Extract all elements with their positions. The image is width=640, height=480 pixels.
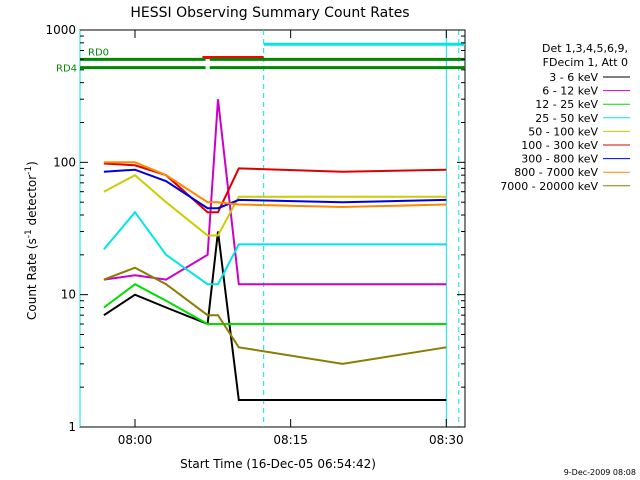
y-axis-label-post: ) xyxy=(25,161,39,166)
y-tick-label: 10 xyxy=(61,288,76,302)
chart-title: HESSI Observing Summary Count Rates xyxy=(130,5,409,21)
plot-frame xyxy=(79,29,466,428)
series-line xyxy=(103,173,447,237)
series-line xyxy=(103,231,447,401)
x-tick-label: 08:15 xyxy=(273,433,308,447)
x-tick-label: 08:00 xyxy=(118,433,153,447)
y-axis-label-mid: detector xyxy=(25,175,39,230)
legend-item-label: 800 - 7000 keV xyxy=(514,166,598,179)
series-line xyxy=(103,99,447,286)
y-axis-label: Count Rate (s-1 detector-1) xyxy=(24,161,39,320)
flag-label: RD4 xyxy=(56,64,77,75)
series-line xyxy=(103,210,447,286)
footer-date: 9-Dec-2009 08:08 xyxy=(564,468,636,477)
series-line xyxy=(103,266,447,365)
legend-item-label: 7000 - 20000 keV xyxy=(500,180,598,193)
y-tick-label: 100 xyxy=(53,155,76,169)
legend-item-label: 100 - 300 keV xyxy=(521,139,598,152)
axis-layer: 07:0007:1507:3007:4508:0008:1508:3011010… xyxy=(45,23,465,447)
legend-item-label: 12 - 25 keV xyxy=(535,98,598,111)
flag-label: RD0 xyxy=(88,47,109,58)
legend-item-label: 50 - 100 keV xyxy=(528,125,598,138)
legend: Det 1,3,4,5,6,9, FDecim 1, Att 0 3 - 6 k… xyxy=(500,42,630,193)
legend-item-label: 3 - 6 keV xyxy=(549,71,598,84)
y-axis-label-sup1: -1 xyxy=(24,229,34,238)
legend-header-line-1: Det 1,3,4,5,6,9, xyxy=(542,42,628,55)
legend-header-line-2: FDecim 1, Att 0 xyxy=(543,56,628,69)
series-layer xyxy=(79,30,460,427)
series-line xyxy=(103,283,447,325)
series-line xyxy=(103,161,447,209)
y-tick-label: 1000 xyxy=(45,23,76,37)
x-tick-label: 08:30 xyxy=(429,433,464,447)
y-axis-label-sup2: -1 xyxy=(24,166,34,175)
legend-item-label: 25 - 50 keV xyxy=(535,112,598,125)
y-axis-label-pre: Count Rate (s xyxy=(25,238,39,320)
series-line xyxy=(103,168,447,210)
flag-layer: NFRD0RD4 xyxy=(56,42,465,75)
legend-item-label: 6 - 12 keV xyxy=(542,85,598,98)
series-line xyxy=(103,162,447,214)
x-axis-label: Start Time (16-Dec-05 06:54:42) xyxy=(180,457,376,471)
legend-item-label: 300 - 800 keV xyxy=(521,153,598,166)
y-tick-label: 1 xyxy=(68,420,76,434)
